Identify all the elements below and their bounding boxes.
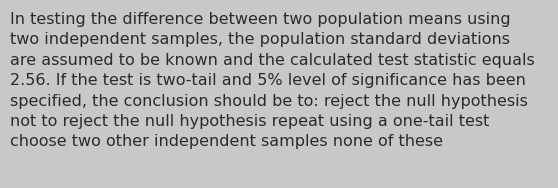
Text: In testing the difference between two population means using
two independent sam: In testing the difference between two po… — [10, 12, 535, 149]
